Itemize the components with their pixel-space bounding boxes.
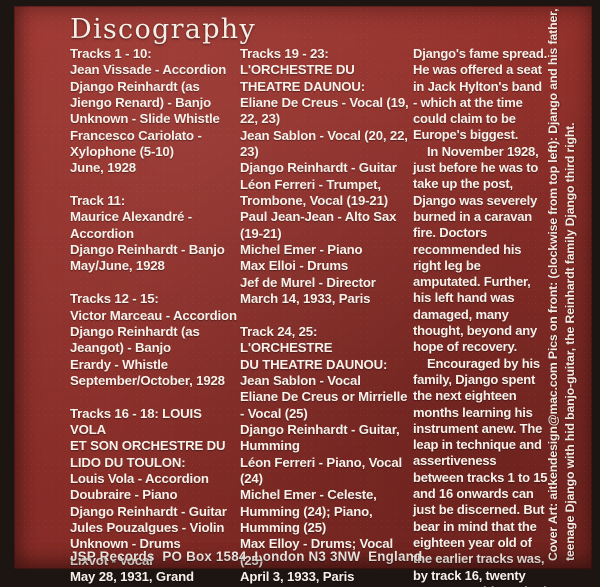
track-entry-line: Léon Ferreri - Piano, Vocal — [240, 454, 403, 470]
cover-credits-sidebar: Cover Art: aitkendesign@mac.com Pics on … — [546, 6, 592, 569]
track-entry-line: (24) — [240, 470, 263, 486]
track-entry-line: Tracks 1 - 10: — [70, 46, 152, 61]
track-entry-line: Trombone, Vocal (19-21) — [240, 193, 388, 209]
track-entry-line: DU THEATRE DAUNOU: — [240, 356, 388, 372]
track-entry-line: September/October, 1928 — [70, 372, 225, 388]
track-entry-line: L'ORCHESTRE DU — [240, 62, 355, 78]
track-entry-line: Track 24, 25: L'ORCHESTRE — [240, 323, 333, 356]
track-entry-line: Django Reinhardt (as — [70, 323, 200, 339]
track-entry-line: (19-21) — [240, 225, 282, 241]
track-entry-line: Xylophone (5-10) — [70, 144, 174, 160]
track-entry-line: Humming (25) — [240, 519, 327, 535]
track-entry-line: June, 1928 — [70, 160, 136, 176]
label-address-footer: JSP Records PO Box 1584 London N3 3NW En… — [70, 549, 423, 564]
track-entry-line: 22, 23) — [240, 111, 281, 127]
biography-paragraph: In November 1928, just before he was to … — [413, 143, 539, 355]
track-entry-line: - Vocal (25) — [240, 405, 308, 421]
track-entry-line: Jeangot) - Banjo — [70, 340, 171, 356]
track-entry-line: THEATRE DAUNOU: — [240, 78, 365, 94]
spacer — [70, 275, 240, 291]
biography-paragraph: Encouraged by his family, Django spent t… — [413, 355, 548, 587]
track-entry-line: (25) — [240, 552, 263, 568]
track-entry-line: Jiengo Renard) - Banjo — [70, 95, 212, 111]
track-entry-line: Louis Vola - Accordion — [70, 470, 209, 486]
track-entry-line: May 28, 1931, Grand — [70, 569, 194, 584]
discography-column-2: Tracks 19 - 23: L'ORCHESTRE DU THEATRE DAU… — [240, 46, 413, 587]
track-entry-line: Maurice Alexandré - — [70, 209, 192, 225]
discography-columns: Tracks 1 - 10: Jean Vissade - Accordion Dj… — [70, 46, 548, 587]
track-entry-line: Unknown - Slide Whistle — [70, 111, 220, 127]
sleeve-card: Discography Tracks 1 - 10: Jean Vissade -… — [14, 6, 592, 587]
track-entry-line: Django Reinhardt - Banjo — [70, 242, 225, 258]
credits-line-2: teenage Django with hid banjo-guitar, th… — [563, 122, 577, 561]
track-entry-line: Francesco Cariolato - — [70, 127, 202, 143]
track-entry-line: Jean Vissade - Accordion — [70, 62, 227, 78]
track-entry-line: Théâtre de Toulon, Paris — [70, 585, 240, 587]
track-entry-line: Track 11: — [70, 193, 126, 209]
spacer — [240, 308, 413, 324]
track-entry-line: Michel Emer - Celeste, — [240, 487, 377, 503]
track-entry-line: Unknown - Drums — [70, 536, 181, 552]
track-entry-line: Max Elloy - Drums; Vocal — [240, 536, 393, 552]
track-entry-line: March 14, 1933, Paris — [240, 291, 371, 307]
track-entry-line: Humming (24); Piano, — [240, 503, 373, 519]
track-entry-line: Jef de Murel - Director — [240, 274, 376, 290]
track-entry-line: April 3, 1933, Paris — [240, 569, 355, 584]
track-entry-line: Jean Sablon - Vocal — [240, 372, 361, 388]
credits-line-1: Cover Art: aitkendesign@mac.com Pics on … — [546, 8, 560, 561]
track-entry-line: Django Reinhardt - Guitar, — [240, 421, 400, 437]
track-entry-line: Accordion — [70, 225, 134, 241]
track-entry-line: Léon Ferreri - Trumpet, — [240, 176, 381, 192]
track-entry-line: Tracks 19 - 23: — [240, 46, 329, 61]
track-entry-line: LIDO DU TOULON: — [70, 454, 186, 470]
track-entry-line: Django Reinhardt (as — [70, 78, 200, 94]
spacer — [70, 389, 240, 405]
track-entry-line: Jean Sablon - Vocal (20, 22, — [240, 127, 408, 143]
track-entry-line: Victor Marceau - Accordion — [70, 307, 237, 323]
track-entry-line: Eliane De Creus - Vocal (19, — [240, 95, 409, 111]
track-entry-line: Django Reinhardt - Guitar — [70, 503, 227, 519]
track-entry-line: Erardy - Whistle — [70, 356, 168, 372]
track-entry-line: ET SON ORCHESTRE DU — [70, 438, 226, 454]
spacer — [70, 177, 240, 193]
track-entry-line: May/June, 1928 — [70, 258, 165, 274]
track-entry-line: Eliane De Creus or Mirrielle — [240, 389, 408, 405]
track-entry-line: Jules Pouzalgues - Violin — [70, 519, 225, 535]
page-title: Discography — [70, 14, 257, 45]
biography-paragraph: Django's fame spread. He was offered a s… — [413, 46, 547, 143]
track-entry-line: Django Reinhardt - Guitar — [240, 160, 397, 176]
track-entry-line: Tracks 12 - 15: — [70, 291, 159, 307]
track-entry-line: Doubraire - Piano — [70, 487, 178, 503]
biography-column: Django's fame spread. He was offered a s… — [413, 46, 548, 587]
track-entry-line: Tracks 16 - 18: LOUIS VOLA — [70, 405, 206, 437]
track-entry-line: Humming — [240, 438, 300, 454]
discography-column-1: Tracks 1 - 10: Jean Vissade - Accordion Dj… — [70, 46, 240, 587]
track-entry-line: Lixvot - Vocal — [70, 552, 153, 568]
track-entry-line: Michel Emer - Piano — [240, 242, 363, 258]
track-entry-line: 23) — [240, 144, 259, 160]
sleeve-content: Discography Tracks 1 - 10: Jean Vissade -… — [14, 6, 548, 587]
track-entry-line: Max Elloi - Drums — [240, 258, 349, 274]
track-entry-line: Paul Jean-Jean - Alto Sax — [240, 209, 397, 225]
